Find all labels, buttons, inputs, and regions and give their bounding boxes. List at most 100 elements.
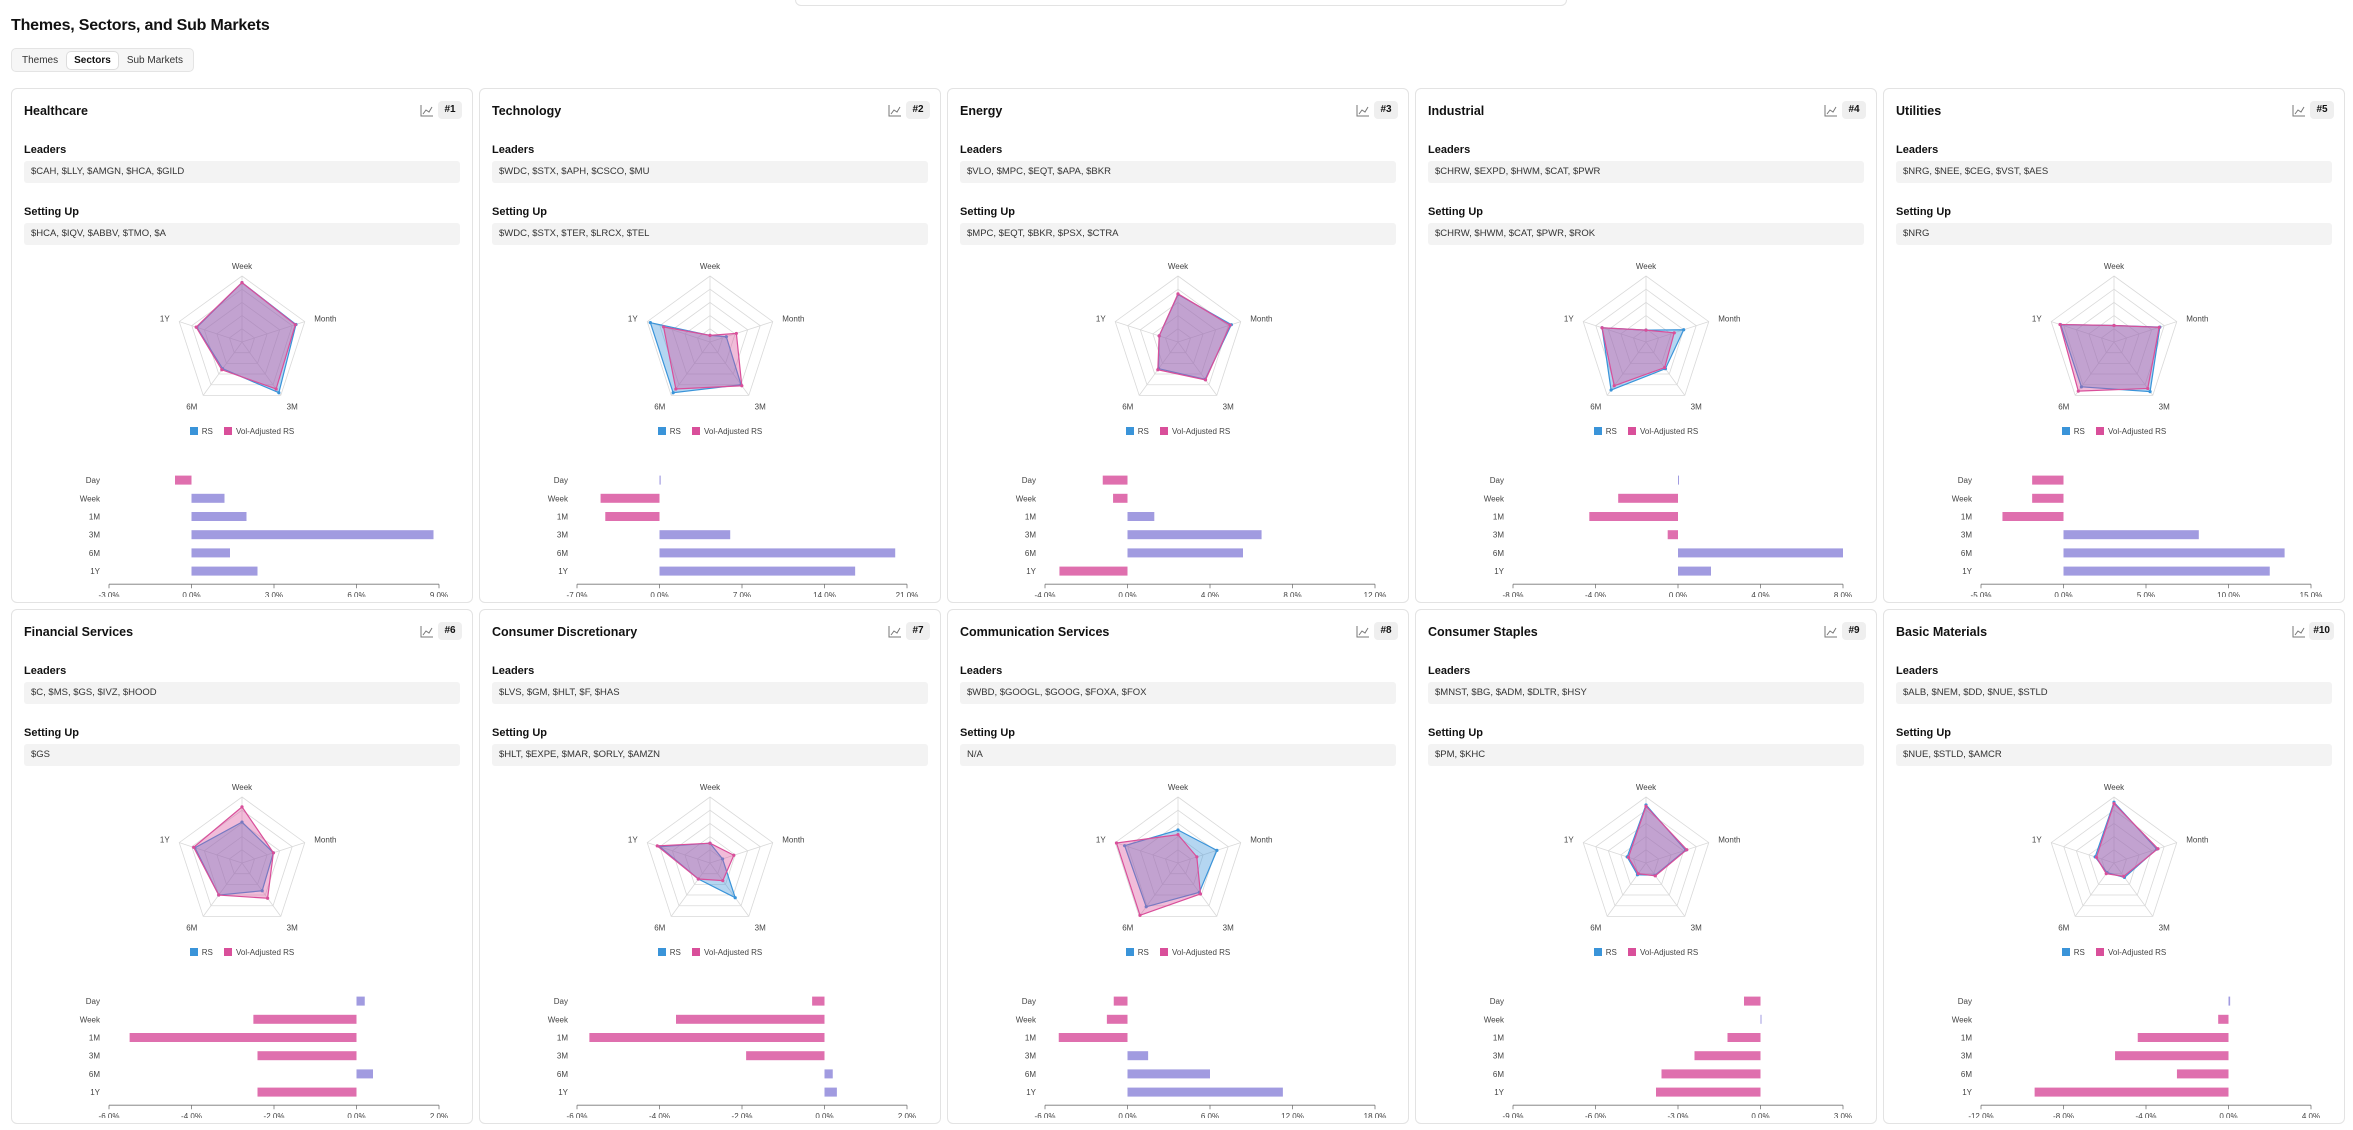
leaders-label: Leaders — [960, 665, 1003, 677]
legend-vol-label: Vol-Adjusted RS — [1639, 427, 1699, 436]
bar-x-tick-label: 7.0% — [733, 591, 751, 597]
bar-category-label: Week — [548, 1015, 569, 1024]
bar-category-label: 1Y — [1026, 1088, 1036, 1097]
bar-category-label: 1M — [1961, 513, 1972, 522]
radar-point-vol-adjusted — [217, 893, 221, 897]
bar-1m — [605, 512, 660, 521]
radar-axis-label: Month — [1718, 315, 1740, 324]
bar-category-label: 3M — [557, 1052, 568, 1061]
radar-spoke — [179, 842, 243, 864]
tab-sectors[interactable]: Sectors — [67, 51, 118, 69]
radar-grid-ring — [216, 315, 268, 364]
radar-grid-ring — [2075, 822, 2153, 896]
bar-x-tick-label: 2.0% — [898, 1112, 916, 1118]
radar-axis-label: 1Y — [1564, 836, 1574, 845]
bar-6m — [1678, 548, 1843, 558]
bar-category-label: 1Y — [90, 567, 100, 576]
radar-grid-ring — [1620, 315, 1672, 364]
radar-point-vol-adjusted — [2058, 322, 2062, 327]
radar-grid-ring — [1114, 796, 1242, 917]
chart-icon[interactable] — [418, 624, 436, 640]
radar-series-vol-adjusted — [2059, 323, 2160, 392]
radar-series-vol-adjusted — [195, 281, 297, 390]
bar-category-label: Week — [1952, 494, 1973, 503]
radar-grid-ring — [646, 275, 774, 396]
tab-themes[interactable]: Themes — [22, 54, 59, 66]
rank-badge: #2 — [906, 101, 930, 119]
chart-icon[interactable] — [886, 624, 904, 640]
bar-x-tick-label: -4.0% — [181, 1112, 202, 1118]
legend-rs-swatch — [1125, 948, 1134, 956]
bar-category-label: 1Y — [558, 567, 568, 576]
bar-chart: -6.0% -4.0% -2.0% 0.0% 2.0% Day Week 1M 3M 6M 1Y — [80, 996, 448, 1118]
bar-category-label: 1M — [557, 513, 568, 522]
top-search-bar[interactable] — [795, 0, 1567, 6]
radar-point-vol-adjusted — [708, 333, 712, 337]
chart-icon[interactable] — [2290, 624, 2308, 640]
bar-x-tick-label: 5.0% — [2137, 591, 2155, 597]
bar-category-label: 3M — [1025, 531, 1036, 540]
chart-icon[interactable] — [2290, 103, 2308, 119]
bar-category-label: Week — [548, 494, 569, 503]
chart-icon[interactable] — [1354, 103, 1372, 119]
radar-grid-ring — [659, 288, 761, 386]
radar-grid-ring — [2100, 328, 2128, 354]
chart-icon[interactable] — [1822, 103, 1840, 119]
bar-3m — [1667, 530, 1678, 540]
leaders-label: Leaders — [492, 144, 535, 156]
bar-x-tick-label: -4.0% — [649, 1112, 670, 1118]
bar-category-label: 6M — [1493, 1070, 1504, 1079]
bar-category-label: 1Y — [1494, 567, 1504, 576]
bar-category-label: Week — [1952, 1015, 1973, 1024]
bar-category-label: Day — [1490, 997, 1504, 1006]
leaders-label: Leaders — [1428, 144, 1471, 156]
sector-title: Financial Services — [24, 625, 134, 639]
bar-x-tick-label: 10.0% — [2217, 591, 2240, 597]
radar-axis-label: Week — [700, 262, 721, 271]
bar-day — [812, 996, 825, 1006]
setting-up-label: Setting Up — [24, 727, 79, 739]
bar-category-label: 6M — [1025, 549, 1036, 558]
radar-point-vol-adjusted — [2104, 872, 2108, 876]
radar-axis-label: 6M — [1122, 402, 1133, 411]
bar-chart: -4.0% 0.0% 4.0% 8.0% 12.0% Day Week 1M 3M 6M 1Y — [1016, 475, 1386, 597]
legend-rs-label: RS — [1605, 948, 1617, 957]
radar-point-vol-adjusted — [274, 387, 278, 391]
bar-6m — [1127, 1069, 1210, 1079]
bar-category-label: 1M — [1025, 1034, 1036, 1043]
chart-icon[interactable] — [1822, 624, 1840, 640]
radar-spoke — [647, 321, 711, 343]
chart-icon[interactable] — [1354, 624, 1372, 640]
legend-vol-swatch — [691, 948, 700, 956]
chart-icon[interactable] — [418, 103, 436, 119]
radar-grid-ring — [2063, 809, 2165, 907]
radar-spoke — [709, 321, 773, 343]
bar-x-tick-label: -9.0% — [1503, 1112, 1524, 1118]
chart-icon[interactable] — [886, 103, 904, 119]
bar-3m — [2115, 1051, 2229, 1061]
bar-chart: -6.0% -4.0% -2.0% 0.0% 2.0% Day Week 1M 3M 6M 1Y — [548, 996, 916, 1118]
radar-point-vol-adjusted — [1600, 326, 1604, 330]
radar-point-rs — [260, 889, 264, 893]
bar-category-label: 1Y — [558, 1088, 568, 1097]
bar-day — [2032, 475, 2064, 485]
radar-axis-label: 3M — [1691, 923, 1702, 932]
radar-grid-ring — [1164, 328, 1192, 354]
bar-category-label: 1Y — [90, 1088, 100, 1097]
bar-category-label: Day — [1022, 476, 1036, 485]
leaders-tickers: $C, $MS, $GS, $IVZ, $HOOD — [24, 682, 460, 704]
bar-x-tick-label: -6.0% — [99, 1112, 120, 1118]
legend-rs-label: RS — [201, 948, 213, 957]
bar-x-tick-label: 6.0% — [1201, 1112, 1219, 1118]
sector-title: Basic Materials — [1896, 625, 1988, 639]
bar-category-label: 1M — [89, 513, 100, 522]
bar-1y — [1678, 566, 1711, 576]
tab-sub-markets[interactable]: Sub Markets — [126, 54, 183, 66]
bar-category-label: 1M — [1025, 513, 1036, 522]
bar-x-tick-label: 4.0% — [1751, 591, 1769, 597]
bar-day — [659, 475, 661, 485]
radar-point-vol-adjusted — [240, 281, 244, 285]
radar-point-vol-adjusted — [2112, 323, 2116, 328]
leaders-tickers: $WDC, $STX, $APH, $CSCO, $MU — [492, 161, 928, 183]
radar-legend: RS Vol-Adjusted RS — [12, 948, 472, 957]
